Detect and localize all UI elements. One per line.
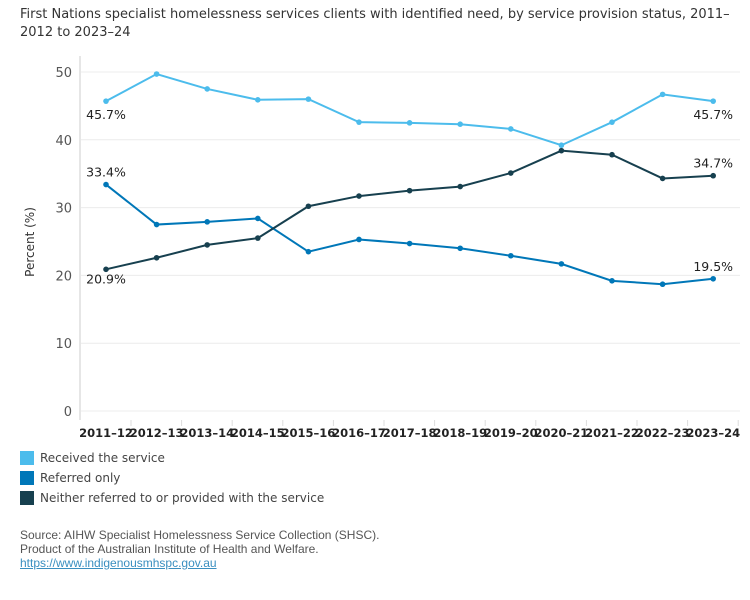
y-tick-label: 0 (64, 405, 72, 420)
x-tick-label: 2023–24 (686, 426, 740, 440)
x-tick-label: 2017–18 (383, 426, 437, 440)
y-tick-label: 50 (55, 66, 72, 81)
legend: Received the service Referred only Neither… (20, 448, 324, 508)
x-tick-label: 2020–21 (535, 426, 589, 440)
legend-item[interactable]: Neither referred to or provided with the… (20, 488, 324, 508)
x-tick-label: 2019–20 (484, 426, 538, 440)
x-tick-label: 2013–14 (180, 426, 234, 440)
series-line (105, 149, 714, 271)
data-point[interactable] (457, 183, 464, 190)
data-point[interactable] (305, 248, 312, 255)
legend-item[interactable]: Referred only (20, 468, 324, 488)
data-point[interactable] (558, 142, 565, 149)
series-line (105, 72, 714, 147)
data-point[interactable] (356, 119, 362, 125)
x-tick-label: 2016–17 (332, 426, 386, 440)
y-tick-label: 40 (55, 134, 72, 149)
data-point[interactable] (103, 181, 109, 188)
data-point[interactable] (609, 278, 615, 284)
source-note: Source: AIHW Specialist Homelessness Ser… (20, 528, 379, 570)
data-point[interactable] (609, 119, 615, 125)
data-label: 33.4% (86, 165, 126, 180)
data-label: 19.5% (693, 259, 733, 274)
data-point[interactable] (204, 86, 210, 92)
data-point[interactable] (558, 261, 565, 267)
data-point[interactable] (204, 219, 210, 225)
source-line: Source: AIHW Specialist Homelessness Ser… (20, 528, 380, 542)
x-tick-label: 2012–13 (130, 426, 184, 440)
x-tick-label: 2018–19 (433, 426, 487, 440)
data-point[interactable] (356, 236, 362, 243)
legend-label: Neither referred to or provided with the… (40, 491, 325, 505)
data-label: 45.7% (86, 107, 126, 122)
data-point[interactable] (457, 121, 464, 128)
legend-swatch (20, 451, 34, 465)
data-point[interactable] (406, 120, 413, 126)
data-point[interactable] (558, 147, 565, 154)
data-point[interactable] (659, 281, 666, 288)
data-point[interactable] (457, 245, 464, 252)
data-point[interactable] (204, 242, 210, 248)
data-point[interactable] (103, 266, 109, 273)
data-point[interactable] (153, 254, 160, 261)
x-tick-label: 2011–12 (79, 426, 133, 440)
data-point[interactable] (710, 275, 716, 282)
data-point[interactable] (659, 175, 666, 182)
data-point[interactable] (710, 98, 716, 104)
data-point[interactable] (710, 172, 716, 179)
x-tick-label: 2015–16 (282, 426, 336, 440)
data-label: 34.7% (693, 156, 733, 171)
data-point[interactable] (153, 221, 160, 228)
product-line: Product of the Australian Institute of H… (20, 542, 319, 556)
series-line (105, 183, 714, 286)
x-tick-label: 2021–22 (585, 426, 639, 440)
legend-label: Received the service (40, 451, 165, 465)
x-tick-label: 2022–23 (636, 426, 690, 440)
source-link[interactable]: https://www.indigenousmhspc.gov.au (20, 556, 217, 570)
data-point[interactable] (103, 98, 109, 104)
legend-label: Referred only (40, 471, 121, 485)
data-point[interactable] (406, 240, 413, 247)
chart-title: First Nations specialist homelessness se… (20, 7, 730, 40)
data-point[interactable] (508, 252, 514, 259)
data-point[interactable] (153, 71, 160, 77)
data-label: 20.9% (86, 271, 126, 286)
y-axis-label: Percent (%) (23, 207, 37, 277)
y-tick-label: 10 (55, 337, 72, 352)
data-point[interactable] (305, 203, 312, 210)
data-point[interactable] (508, 170, 514, 176)
data-point[interactable] (254, 215, 261, 222)
data-point[interactable] (254, 235, 261, 241)
y-tick-label: 20 (55, 269, 72, 284)
data-label: 45.7% (693, 107, 733, 122)
data-point[interactable] (609, 151, 615, 158)
data-point[interactable] (406, 187, 413, 194)
x-tick-label: 2014–15 (231, 426, 285, 440)
data-point[interactable] (659, 91, 666, 98)
data-point[interactable] (356, 193, 362, 199)
legend-swatch (20, 471, 34, 485)
legend-swatch (20, 491, 34, 505)
legend-item[interactable]: Received the service (20, 448, 324, 468)
y-tick-label: 30 (55, 202, 72, 217)
data-point[interactable] (254, 96, 261, 103)
data-point[interactable] (305, 96, 312, 102)
data-point[interactable] (508, 126, 514, 132)
